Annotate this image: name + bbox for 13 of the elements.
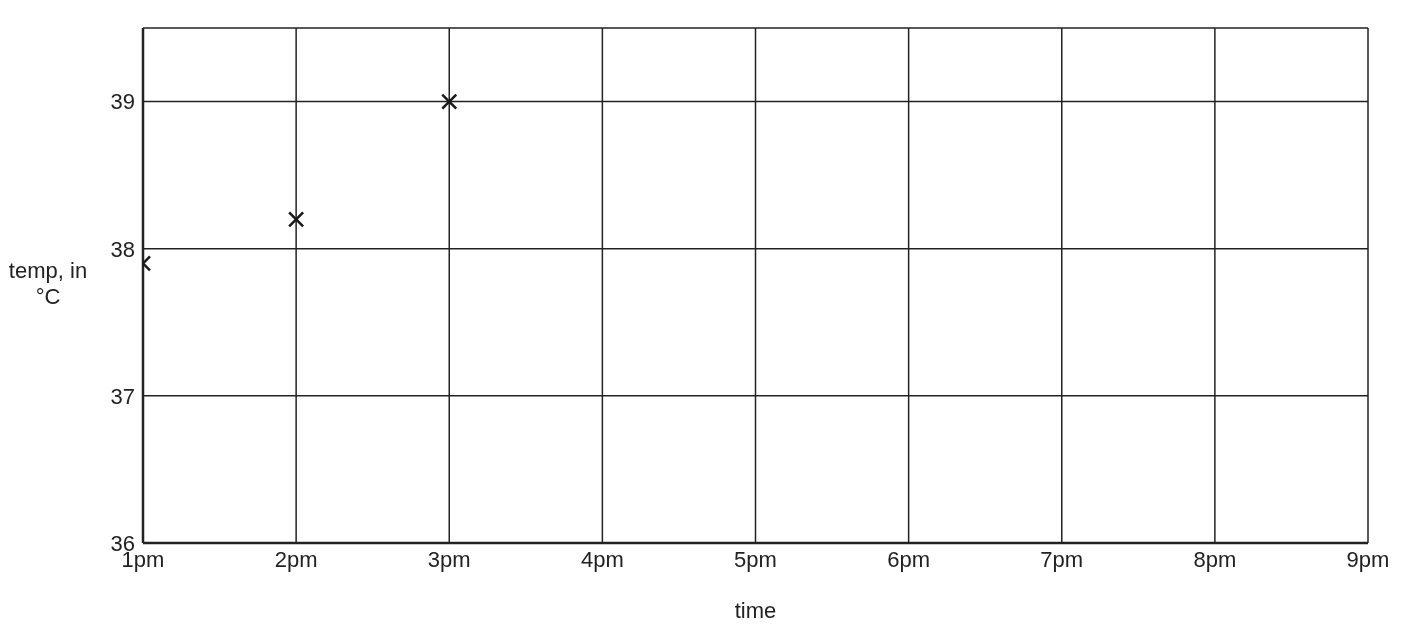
x-tick-label: 2pm (274, 546, 318, 572)
x-axis-title: time (734, 598, 777, 623)
x-tick-label: 9pm (1346, 546, 1390, 572)
x-tick-label: 8pm (1193, 546, 1237, 572)
x-tick-label: 3pm (427, 546, 471, 572)
x-tick-label: 7pm (1040, 546, 1084, 572)
y-tick-label: 39 (110, 89, 135, 115)
x-tick-label: 4pm (580, 546, 624, 572)
x-tick-label: 5pm (734, 546, 777, 572)
x-tick-label: 6pm (887, 546, 931, 572)
y-tick-label: 38 (110, 236, 135, 262)
y-tick-label: 37 (110, 383, 135, 409)
y-axis-title: temp, in °C (8, 258, 88, 310)
